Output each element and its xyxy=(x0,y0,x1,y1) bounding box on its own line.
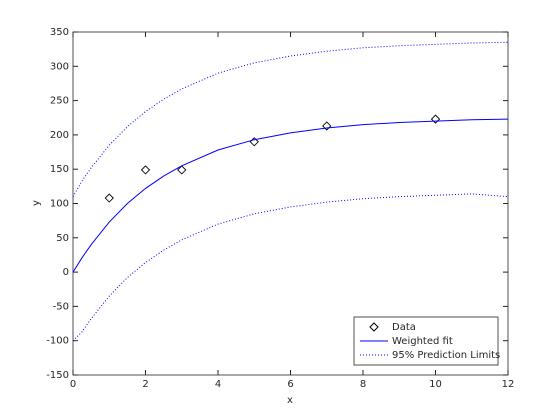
fit-line xyxy=(72,118,509,273)
x-tick-label: 4 xyxy=(215,379,221,390)
y-tick-label: -50 xyxy=(53,301,69,312)
y-axis-label: y xyxy=(31,200,42,206)
data-point xyxy=(104,193,114,203)
legend-label: 95% Prediction Limits xyxy=(392,350,500,361)
y-tick-label: 100 xyxy=(50,199,69,210)
x-tick-label: 10 xyxy=(429,379,442,390)
data-point xyxy=(177,165,187,175)
data-point xyxy=(430,114,441,124)
y-tick-label: 150 xyxy=(50,164,69,175)
x-tick-label: 8 xyxy=(360,379,366,390)
prediction-line xyxy=(72,193,509,342)
y-tick-label: -100 xyxy=(46,336,69,347)
y-tick-label: 250 xyxy=(50,96,69,107)
x-tick-label: 0 xyxy=(70,379,76,390)
x-tick-label: 2 xyxy=(142,379,148,390)
legend-marker xyxy=(369,322,379,332)
data-point xyxy=(140,165,151,175)
y-tick-label: 350 xyxy=(50,27,69,38)
y-tick-label: -150 xyxy=(46,370,69,381)
y-tick-label: 200 xyxy=(50,130,69,141)
y-tick-label: 300 xyxy=(50,61,69,72)
y-tick-label: 0 xyxy=(63,267,69,278)
y-tick-label: 50 xyxy=(56,233,69,244)
legend-label: Data xyxy=(392,322,416,333)
legend-label: Weighted fit xyxy=(392,336,453,347)
data-point xyxy=(322,121,332,131)
prediction-line xyxy=(72,41,509,197)
x-axis-label: x xyxy=(287,395,293,406)
x-tick-label: 6 xyxy=(287,379,293,390)
x-tick-label: 12 xyxy=(502,379,515,390)
